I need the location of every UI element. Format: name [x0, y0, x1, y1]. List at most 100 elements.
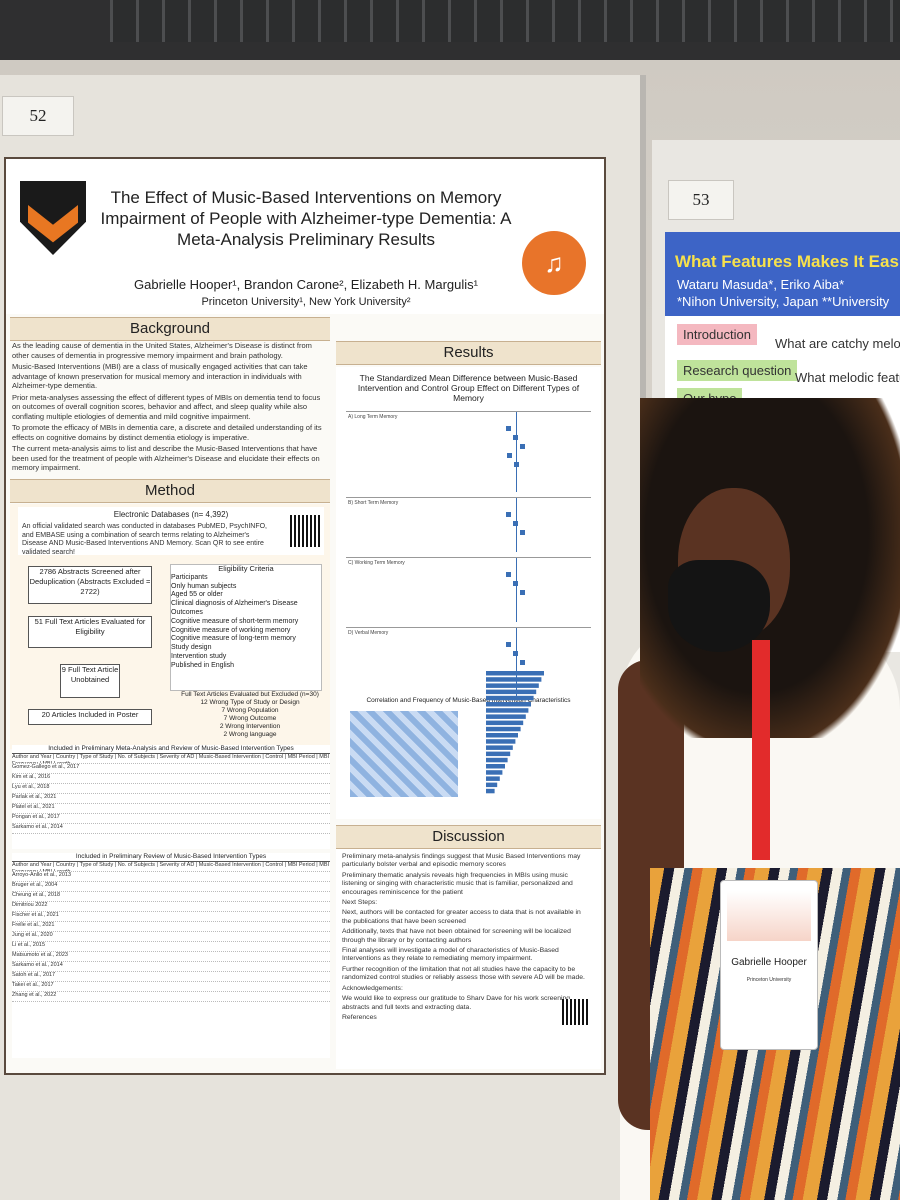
table-row: Fischer et al., 2021: [12, 912, 330, 922]
eligibility-criteria: Eligibility Criteria Participants Only h…: [170, 564, 322, 691]
lab-logo-icon: ♫: [522, 231, 586, 295]
poster-title: The Effect of Music-Based Interventions …: [100, 188, 512, 249]
frequency-bar: [486, 764, 505, 769]
table-row: Bruger et al., 2004: [12, 882, 330, 892]
forest-marker: [507, 453, 512, 458]
frequency-bar: [486, 702, 531, 707]
face-mask: [668, 560, 770, 652]
qr-code-icon: [290, 515, 322, 547]
excluded-item: 2 Wrong language: [223, 731, 277, 738]
excluded-item: 7 Wrong Population: [221, 707, 279, 714]
frequency-bar: [486, 776, 500, 781]
forest-plot-label: D) Verbal Memory: [348, 630, 389, 636]
neighbor-rq-text: What melodic features m: [795, 370, 900, 385]
table-row: Kim et al., 2016: [12, 774, 330, 784]
frequency-bar-chart: [486, 671, 544, 794]
discussion-bullet: Preliminary thematic analysis reveals hi…: [342, 871, 573, 896]
frequency-bar: [486, 782, 498, 788]
frequency-bar: [486, 683, 539, 688]
criteria-item: Cognitive measure of working memory: [171, 626, 291, 634]
criteria-item: Intervention study: [171, 652, 227, 660]
table-row: Pongan et al., 2017: [12, 814, 330, 824]
frequency-bar: [486, 751, 511, 757]
badge-name: Gabrielle Hooper: [731, 957, 807, 968]
frequency-bar: [486, 689, 537, 695]
table-row: Parlak et al., 2021: [12, 794, 330, 804]
acknowledgements-label: Acknowledgements:: [342, 984, 403, 992]
outcomes-label: Outcomes: [171, 608, 203, 616]
next-step-item: Final analyses will investigate a model …: [342, 947, 559, 963]
neighbor-poster-title: What Features Makes It Eas: [675, 252, 899, 271]
next-steps-label: Next Steps:: [342, 899, 378, 907]
ceiling-truss: [110, 0, 900, 42]
criteria-item: Cognitive measure of long-term memory: [171, 635, 296, 643]
table-title: Included in Preliminary Review of Music-…: [12, 853, 330, 862]
neighbor-rq-label: Research question: [677, 360, 798, 381]
forest-marker: [506, 642, 511, 647]
forest-plot-label: B) Short Term Memory: [348, 500, 399, 506]
table-body: Author and Year | Country | Type of Stud…: [12, 862, 330, 1002]
frequency-bar: [486, 739, 516, 744]
neighbor-intro-label: Introduction: [677, 324, 757, 345]
frequency-bar: [486, 733, 518, 738]
design-label: Study design: [171, 644, 212, 652]
table-row: Dimitriou 2022: [12, 902, 330, 912]
references-label: References: [342, 1013, 377, 1021]
frequency-bar: [486, 708, 529, 713]
correlation-title: Correlation and Frequency of Music-Based…: [366, 697, 571, 704]
results-panel: The Standardized Mean Difference between…: [336, 367, 601, 819]
princeton-shield-icon: [20, 181, 86, 255]
excluded-articles: Full Text Articles Evaluated but Exclude…: [175, 691, 325, 739]
background-bullet: The current meta-analysis aims to list a…: [12, 444, 320, 472]
flow-step-screened: 2786 Abstracts Screened after Deduplicat…: [28, 566, 152, 604]
table-row: Sarkamo et al., 2014: [12, 962, 330, 972]
frequency-bar: [486, 788, 495, 794]
frequency-bar: [486, 677, 542, 682]
background-bullet: Music-Based Interventions (MBI) are a cl…: [12, 362, 308, 390]
next-step-item: Next, authors will be contacted for grea…: [342, 909, 581, 925]
frequency-bar: [486, 770, 503, 775]
ceiling: [0, 0, 900, 60]
acknowledgements-text: We would like to express our gratitude t…: [342, 995, 571, 1011]
results-heading: Results: [336, 341, 601, 365]
method-panel: Electronic Databases (n= 4,392) An offic…: [10, 504, 330, 749]
neighbor-intro-text: What are catchy melodies?: [775, 336, 900, 351]
method-heading: Method: [10, 479, 330, 503]
discussion-bullet: Preliminary meta-analysis findings sugge…: [342, 853, 581, 869]
discussion-text: Preliminary meta-analysis findings sugge…: [342, 853, 592, 1024]
table-row: Frelle et al., 2021: [12, 922, 330, 932]
research-poster: The Effect of Music-Based Interventions …: [4, 157, 606, 1075]
flow-step-included: 20 Articles Included in Poster: [28, 709, 152, 725]
table-header: Author and Year | Country | Type of Stud…: [12, 862, 330, 872]
forest-marker: [520, 530, 525, 535]
review-table: Included in Preliminary Review of Music-…: [12, 853, 330, 1058]
background-heading: Background: [10, 317, 330, 341]
table-row: Li et al., 2015: [12, 942, 330, 952]
neighbor-author-line: Wataru Masuda*, Eriko Aiba*: [677, 277, 845, 292]
poster-authors: Gabrielle Hooper¹, Brandon Carone², Eliz…: [134, 277, 478, 292]
frequency-bar: [486, 757, 508, 763]
forest-marker: [506, 572, 511, 577]
table-row: Cheung et al., 2018: [12, 892, 330, 902]
forest-marker: [506, 426, 511, 431]
forest-marker: [520, 590, 525, 595]
frequency-bar: [486, 671, 544, 676]
eligibility-title: Eligibility Criteria: [218, 564, 274, 573]
forest-plot-label: A) Long Term Memory: [348, 414, 398, 420]
table-row: Jung et al., 2020: [12, 932, 330, 942]
frequency-bar: [486, 720, 524, 726]
participants-label: Participants: [171, 573, 208, 581]
table-row: Arroyo-Anllo et al., 2013: [12, 872, 330, 882]
forest-plot-title: The Standardized Mean Difference between…: [357, 373, 580, 403]
next-step-item: Further recognition of the limitation th…: [342, 965, 585, 982]
background-bullet: As the leading cause of dementia in the …: [12, 341, 312, 360]
database-box: Electronic Databases (n= 4,392) An offic…: [18, 507, 324, 556]
excluded-item: 2 Wrong Intervention: [219, 723, 281, 730]
database-title: Electronic Databases (n= 4,392): [113, 510, 229, 519]
background-text: As the leading cause of dementia in the …: [12, 341, 328, 475]
table-row: Gomez-Gallego et al., 2017: [12, 764, 330, 774]
badge-affiliation: Princeton University: [746, 977, 792, 983]
poster-affiliations: Princeton University¹, New York Universi…: [201, 296, 411, 308]
forest-plot-long-term: A) Long Term Memory: [346, 411, 591, 492]
forest-marker: [513, 581, 518, 586]
